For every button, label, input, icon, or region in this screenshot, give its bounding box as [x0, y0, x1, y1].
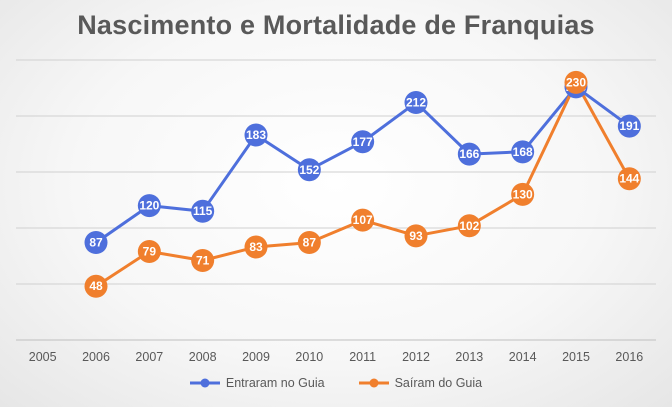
data-label-1: 107	[353, 213, 373, 227]
data-label-0: 212	[406, 96, 426, 110]
legend-swatch-0	[189, 378, 220, 388]
x-tick-label: 2008	[189, 350, 217, 364]
legend-label-0: Entraram no Guia	[225, 376, 325, 390]
data-point-1	[457, 214, 481, 238]
data-point-0	[84, 231, 108, 255]
series-line-1	[95, 80, 631, 288]
data-point-1	[564, 70, 588, 94]
data-label-1: 48	[89, 279, 103, 293]
legend-item-1: Saíram do Guia	[358, 376, 483, 390]
data-label-1: 230	[566, 75, 586, 89]
x-tick-label: 2014	[509, 350, 537, 364]
x-tick-label: 2007	[135, 350, 163, 364]
data-label-1: 102	[459, 219, 479, 233]
x-tick-label: 2012	[402, 350, 430, 364]
data-label-1: 71	[196, 253, 210, 267]
data-point-1	[511, 182, 535, 206]
data-label-0: 120	[139, 199, 159, 213]
x-tick-label: 2005	[29, 350, 57, 364]
x-tick-label: 2006	[82, 350, 110, 364]
data-point-0	[617, 114, 641, 138]
data-point-0	[457, 142, 481, 166]
legend-label-1: Saíram do Guia	[394, 376, 483, 390]
data-point-0	[137, 194, 161, 218]
data-label-0: 166	[459, 147, 479, 161]
data-point-1	[84, 274, 108, 298]
data-point-0	[511, 140, 535, 164]
data-point-0	[297, 158, 321, 182]
data-point-1	[617, 167, 641, 191]
x-tick-label: 2010	[295, 350, 323, 364]
data-label-1: 87	[303, 236, 317, 250]
x-tick-label: 2015	[562, 350, 590, 364]
x-tick-label: 2011	[349, 350, 376, 364]
chart-legend: Entraram no Guia Saíram do Guia	[0, 376, 672, 390]
data-label-1: 130	[513, 187, 533, 201]
data-point-0	[404, 91, 428, 115]
data-point-0	[244, 123, 268, 147]
legend-item-0: Entraram no Guia	[189, 376, 325, 390]
data-label-1: 144	[619, 172, 639, 186]
x-tick-label: 2013	[455, 350, 483, 364]
x-tick-label: 2009	[242, 350, 270, 364]
data-label-0: 183	[246, 128, 266, 142]
x-tick-label: 2016	[615, 350, 643, 364]
data-label-0: 168	[513, 145, 533, 159]
data-label-0: 191	[619, 119, 639, 133]
data-point-0	[191, 199, 215, 223]
data-label-1: 83	[249, 240, 263, 254]
data-label-0: 115	[193, 204, 213, 218]
data-point-0	[351, 130, 375, 154]
data-point-1	[137, 240, 161, 264]
data-point-1	[191, 248, 215, 272]
data-label-0: 152	[299, 163, 319, 177]
data-label-0: 177	[353, 135, 373, 149]
legend-swatch-1	[358, 378, 389, 388]
chart-title: Nascimento e Mortalidade de Franquias	[77, 10, 595, 40]
data-point-1	[404, 224, 428, 248]
data-point-1	[351, 208, 375, 232]
data-label-1: 79	[143, 245, 157, 259]
data-label-1: 93	[409, 229, 423, 243]
data-point-1	[244, 235, 268, 259]
data-point-1	[297, 231, 321, 255]
data-label-0: 87	[89, 236, 103, 250]
